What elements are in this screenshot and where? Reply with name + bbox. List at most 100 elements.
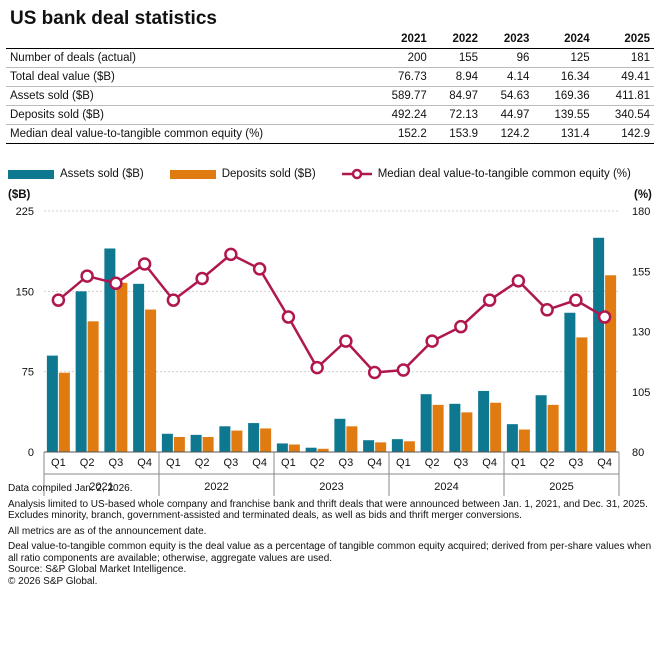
bar-deposits-sold: [605, 275, 617, 452]
table-cell: 72.13: [430, 105, 483, 125]
median-point: [597, 310, 612, 324]
median-point: [511, 274, 526, 288]
note-text: Data compiled Jan. 2, 2026.: [8, 483, 133, 494]
legend-label: Assets sold ($B): [60, 168, 144, 180]
bar-deposits-sold: [260, 428, 272, 452]
quarter-label: Q1: [51, 457, 66, 469]
table-cell: 200: [370, 48, 431, 68]
bar-deposits-sold: [145, 309, 157, 452]
quarter-label: Q4: [252, 457, 267, 469]
bar-deposits-sold: [432, 404, 444, 452]
left-tick-label: 0: [28, 447, 34, 459]
row-label: Assets sold ($B): [6, 86, 371, 106]
bar-deposits-sold: [116, 282, 128, 452]
note-text: Source: S&P Global Market Intelligence.: [8, 564, 187, 575]
median-point: [396, 363, 411, 377]
legend-item-assets: Assets sold ($B): [8, 168, 144, 180]
quarter-label: Q3: [224, 457, 239, 469]
quarter-label: Q3: [454, 457, 469, 469]
bar-assets-sold: [46, 355, 58, 452]
table-header-cell: [6, 31, 371, 49]
table-cell: 96: [482, 48, 534, 68]
legend-label: Median deal value-to-tangible common equ…: [377, 168, 631, 180]
table-cell: 155: [430, 48, 483, 68]
bar-deposits-sold: [288, 444, 300, 452]
quarter-label: Q1: [281, 457, 296, 469]
page-title: US bank deal statistics: [10, 8, 217, 29]
median-point: [569, 293, 583, 307]
bar-deposits-sold: [202, 437, 214, 452]
legend-label: Deposits sold ($B): [221, 168, 316, 180]
bar-assets-sold: [363, 440, 375, 452]
right-tick-label: 180: [632, 206, 650, 218]
table-cell: 44.97: [482, 105, 534, 125]
row-label: Median deal value-to-tangible common equ…: [6, 124, 371, 144]
legend-swatch-assets: [8, 169, 54, 179]
bar-assets-sold: [564, 312, 576, 452]
right-tick-label: 155: [632, 266, 650, 278]
left-tick-label: 75: [22, 367, 34, 379]
quarter-label: Q4: [482, 457, 497, 469]
year-label: 2022: [204, 481, 228, 493]
median-point: [252, 262, 267, 276]
table-cell: 152.2: [370, 124, 431, 144]
quarter-label: Q3: [109, 457, 124, 469]
bar-deposits-sold: [461, 412, 473, 452]
bar-deposits-sold: [231, 430, 243, 452]
bar-deposits-sold: [490, 402, 502, 452]
stats-table: 2021 2022 2023 2024 2025 Number of deals…: [6, 31, 654, 144]
table-header-cell: 2021: [370, 31, 431, 49]
table-row: Assets sold ($B) 589.77 84.97 54.63 169.…: [6, 86, 654, 106]
median-point: [339, 334, 353, 348]
quarter-label: Q3: [339, 457, 354, 469]
quarter-label: Q2: [540, 457, 555, 469]
bar-assets-sold: [219, 426, 231, 452]
bar-deposits-sold: [403, 441, 415, 452]
median-point: [540, 303, 554, 317]
legend-swatch-deposits: [169, 169, 216, 179]
right-tick-label: 80: [632, 447, 644, 459]
table-cell: 125: [533, 48, 594, 68]
table-cell: 49.41: [593, 67, 654, 87]
legend-item-deposits: Deposits sold ($B): [169, 168, 316, 180]
right-axis-title: (%): [634, 189, 652, 201]
deal-chart: ($B) (%) 0 75 150 225 80 105 130 155 180 Q1 Q2 Q3 Q4 Q1…: [8, 189, 652, 496]
table-cell: 4.14: [482, 67, 534, 87]
table-cell: 139.55: [533, 105, 594, 125]
table-row: Deposits sold ($B) 492.24 72.13 44.97 13…: [6, 105, 654, 125]
row-label: Deposits sold ($B): [6, 105, 371, 125]
bar-assets-sold: [248, 423, 260, 452]
bar-assets-sold: [506, 424, 518, 452]
median-point: [454, 319, 468, 334]
bar-assets-sold: [190, 434, 202, 452]
table-cell: 492.24: [370, 105, 431, 125]
median-point: [195, 271, 209, 286]
bar-assets-sold: [391, 439, 403, 452]
table-cell: 16.34: [533, 67, 594, 87]
quarter-label: Q1: [396, 457, 411, 469]
bar-assets-sold: [133, 283, 145, 452]
median-point: [224, 247, 238, 262]
table-cell: 84.97: [430, 86, 483, 106]
median-point: [166, 293, 181, 307]
quarter-label: Q3: [569, 457, 584, 469]
quarter-label: Q1: [511, 457, 526, 469]
bar-deposits-sold: [317, 448, 329, 452]
year-label: 2021: [89, 481, 113, 493]
table-header-cell: 2023: [482, 31, 534, 49]
table-cell: 54.63: [482, 86, 534, 106]
table-cell: 124.2: [482, 124, 534, 144]
chart-notes: Data compiled Jan. 2, 2026. Analysis lim…: [8, 483, 656, 587]
median-point: [109, 276, 123, 291]
bar-deposits-sold: [346, 426, 358, 452]
table-cell: 153.9: [430, 124, 483, 144]
median-point: [425, 334, 439, 348]
year-label: 2023: [319, 481, 343, 493]
quarter-label: Q2: [80, 457, 95, 469]
bar-assets-sold: [334, 418, 346, 452]
year-label: 2025: [549, 481, 573, 493]
left-tick-label: 225: [16, 206, 34, 218]
bar-deposits-sold: [58, 372, 70, 452]
table-cell: 181: [593, 48, 654, 68]
note-text: Analysis limited to US-based whole compa…: [8, 498, 648, 522]
